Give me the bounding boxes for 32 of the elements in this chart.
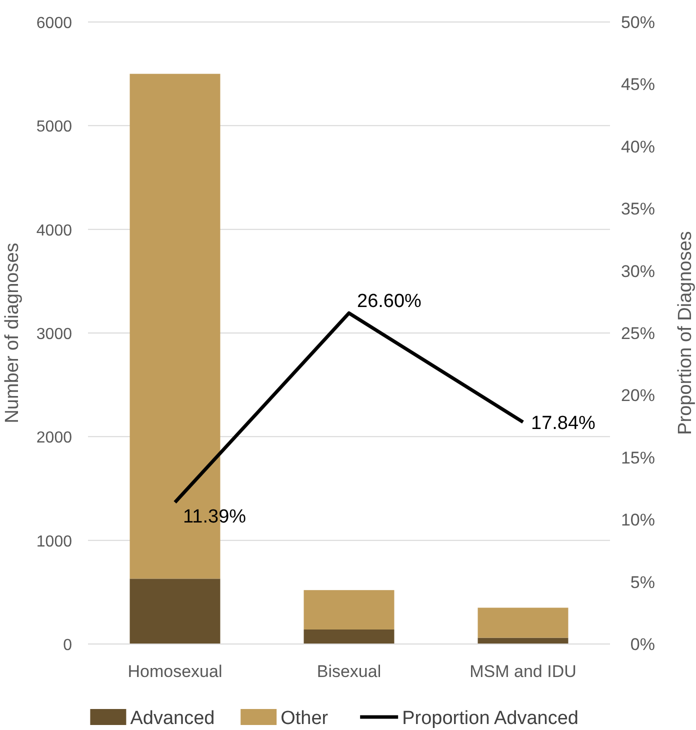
y2-tick-label: 0% [630,635,655,654]
y-tick-label: 4000 [36,222,72,240]
bar [130,578,220,644]
y-tick-label: 1000 [36,533,72,550]
y2-axis-title: Proportion of Diagnoses [675,231,696,435]
y2-tick-label: 35% [620,200,655,219]
bar [304,590,394,630]
x-tick-label: MSM and IDU [470,662,576,681]
y-tick-label: 2000 [36,430,72,447]
y2-tick-label: 25% [620,324,655,343]
y2-tick-label: 40% [620,137,655,156]
y-axis-title: Number of diagnoses [2,242,23,424]
bar [304,629,394,644]
legend-label: Proportion Advanced [402,708,579,729]
y2-tick-label: 5% [630,572,655,592]
y2-tick-label: 50% [620,13,655,32]
legend-label: Other [280,708,329,729]
x-tick-label: Bisexual [316,662,382,681]
data-label: 26.60% [357,291,422,312]
y-tick-label: 6000 [36,15,72,32]
y2-tick-label: 20% [620,386,655,406]
y-tick-label: 3000 [36,326,72,343]
data-label: 17.84% [531,413,596,434]
y2-tick-label: 30% [620,262,655,281]
y-tick-label: 0 [63,637,72,654]
x-tick-label: Homosexual [128,662,222,681]
y2-tick-label: 15% [620,448,655,468]
y-tick-label: 5000 [36,118,72,136]
y2-tick-label: 45% [620,75,655,94]
y2-tick-label: 10% [620,510,655,530]
legend-label: Advanced [130,708,215,729]
bar [478,608,568,638]
